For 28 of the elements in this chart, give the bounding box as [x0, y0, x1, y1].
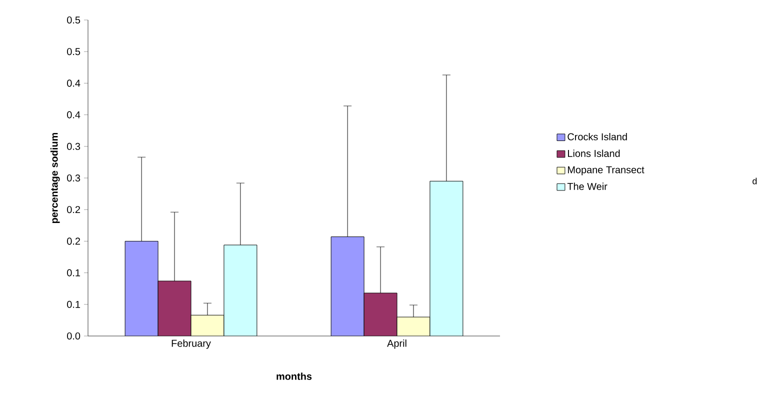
bar	[430, 180, 464, 336]
legend-label: Lions Island	[568, 150, 620, 157]
y-axis-title: percentage sodium	[50, 132, 60, 224]
bar	[158, 281, 191, 336]
y-tick-label: 0.3	[67, 174, 80, 182]
x-axis-title: months	[276, 372, 312, 380]
y-tick-label: 0.3	[67, 142, 80, 150]
legend-label: Mopane Transect	[568, 166, 644, 176]
x-tick-label: April	[387, 340, 406, 349]
x-tick-label: February	[172, 340, 211, 349]
legend-label: The Weir	[567, 182, 608, 190]
bar	[364, 292, 398, 336]
bar	[191, 315, 224, 336]
y-tick-label: 0.2	[67, 238, 80, 245]
bar	[330, 236, 364, 336]
y-tick-label: 0.4	[67, 80, 80, 87]
y-tick-label: 0.1	[67, 300, 80, 308]
y-tick-label: 0.2	[67, 206, 80, 214]
bar	[224, 244, 257, 336]
y-tick-label: 0.4	[67, 111, 80, 118]
y-tick-label: 0.5	[67, 48, 80, 56]
bar	[125, 241, 158, 336]
bar	[396, 316, 430, 336]
legend-label: Crocks Island	[568, 132, 627, 140]
y-tick-label: 0.1	[67, 269, 80, 276]
y-tick-label: 0.0	[67, 332, 80, 340]
y-tick-label: 0.5	[67, 16, 80, 24]
text: d	[752, 178, 757, 184]
